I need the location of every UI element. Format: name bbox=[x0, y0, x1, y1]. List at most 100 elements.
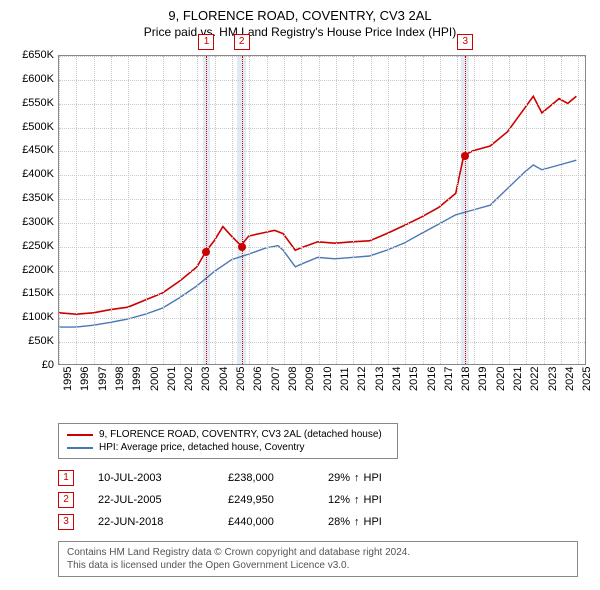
marker-number-box: 2 bbox=[234, 34, 250, 50]
legend-row: HPI: Average price, detached house, Cove… bbox=[67, 441, 389, 454]
y-tick-label: £50K bbox=[10, 335, 54, 347]
gridline-h bbox=[59, 104, 585, 105]
y-tick-label: £600K bbox=[10, 73, 54, 85]
sale-row: 2 22-JUL-2005£249,95012%↑HPI bbox=[58, 489, 590, 511]
y-tick-label: £150K bbox=[10, 287, 54, 299]
sale-price: £440,000 bbox=[228, 516, 328, 528]
sale-number-box: 1 bbox=[58, 470, 74, 486]
gridline-v bbox=[423, 56, 424, 364]
y-tick-label: £100K bbox=[10, 311, 54, 323]
gridline-h bbox=[59, 128, 585, 129]
gridline-h bbox=[59, 342, 585, 343]
gridline-v bbox=[474, 56, 475, 364]
marker-dot bbox=[461, 152, 469, 160]
marker-number-box: 3 bbox=[457, 34, 473, 50]
gridline-v bbox=[336, 56, 337, 364]
gridline-v bbox=[388, 56, 389, 364]
chart-subtitle: Price paid vs. HM Land Registry's House … bbox=[10, 25, 590, 39]
legend-swatch bbox=[67, 434, 93, 436]
legend-row: 9, FLORENCE ROAD, COVENTRY, CV3 2AL (det… bbox=[67, 428, 389, 441]
y-tick-label: £300K bbox=[10, 216, 54, 228]
sale-row: 3 22-JUN-2018£440,00028% ↑ HPI bbox=[58, 511, 590, 533]
gridline-h bbox=[59, 56, 585, 57]
y-tick-label: £500K bbox=[10, 121, 54, 133]
gridline-v bbox=[509, 56, 510, 364]
y-tick-label: £550K bbox=[10, 97, 54, 109]
sale-diff: 29%↑HPI bbox=[328, 472, 382, 484]
gridline-v bbox=[249, 56, 250, 364]
gridline-v bbox=[267, 56, 268, 364]
gridline-v bbox=[492, 56, 493, 364]
gridline-v bbox=[111, 56, 112, 364]
y-tick-label: £650K bbox=[10, 49, 54, 61]
sale-date: 22-JUL-2005 bbox=[98, 494, 228, 506]
attribution-line1: Contains HM Land Registry data © Crown c… bbox=[67, 546, 569, 559]
sale-diff-pct: 12% bbox=[328, 494, 350, 506]
sale-number-box: 3 bbox=[58, 514, 74, 530]
arrow-up-icon: ↑ bbox=[354, 516, 360, 528]
gridline-v bbox=[94, 56, 95, 364]
marker-line bbox=[465, 56, 466, 364]
plot-region: 123 bbox=[58, 55, 586, 365]
title-block: 9, FLORENCE ROAD, COVENTRY, CV3 2AL Pric… bbox=[10, 8, 590, 39]
sale-price: £249,950 bbox=[228, 494, 328, 506]
gridline-h bbox=[59, 151, 585, 152]
chart-container: 9, FLORENCE ROAD, COVENTRY, CV3 2AL Pric… bbox=[0, 0, 600, 585]
gridline-v bbox=[526, 56, 527, 364]
sale-diff: 28% ↑ HPI bbox=[328, 516, 382, 528]
legend: 9, FLORENCE ROAD, COVENTRY, CV3 2AL (det… bbox=[58, 423, 398, 459]
attribution-box: Contains HM Land Registry data © Crown c… bbox=[58, 541, 578, 577]
sale-date: 22-JUN-2018 bbox=[98, 516, 228, 528]
gridline-v bbox=[457, 56, 458, 364]
arrow-up-icon: ↑ bbox=[354, 472, 360, 484]
gridline-v bbox=[232, 56, 233, 364]
x-tick-label: 2025 bbox=[581, 367, 600, 391]
gridline-v bbox=[284, 56, 285, 364]
y-tick-label: £400K bbox=[10, 168, 54, 180]
gridline-v bbox=[128, 56, 129, 364]
sale-date: 10-JUL-2003 bbox=[98, 472, 228, 484]
gridline-v bbox=[215, 56, 216, 364]
legend-swatch bbox=[67, 447, 93, 449]
y-tick-label: £0 bbox=[10, 359, 54, 371]
gridline-v bbox=[197, 56, 198, 364]
gridline-v bbox=[353, 56, 354, 364]
gridline-v bbox=[59, 56, 60, 364]
sale-row: 110-JUL-2003£238,00029%↑HPI bbox=[58, 467, 590, 489]
gridline-h bbox=[59, 80, 585, 81]
gridline-h bbox=[59, 247, 585, 248]
gridline-v bbox=[146, 56, 147, 364]
gridline-v bbox=[301, 56, 302, 364]
gridline-v bbox=[319, 56, 320, 364]
marker-line bbox=[206, 56, 207, 364]
gridline-v bbox=[371, 56, 372, 364]
y-tick-label: £450K bbox=[10, 144, 54, 156]
gridline-h bbox=[59, 294, 585, 295]
sale-diff-ref: HPI bbox=[364, 494, 382, 506]
gridline-h bbox=[59, 199, 585, 200]
gridline-v bbox=[578, 56, 579, 364]
sale-diff-ref: HPI bbox=[364, 472, 382, 484]
gridline-h bbox=[59, 175, 585, 176]
series-property bbox=[59, 96, 576, 314]
sale-diff-ref: HPI bbox=[364, 516, 382, 528]
y-tick-label: £350K bbox=[10, 192, 54, 204]
gridline-v bbox=[544, 56, 545, 364]
attribution-line2: This data is licensed under the Open Gov… bbox=[67, 559, 569, 572]
legend-label: HPI: Average price, detached house, Cove… bbox=[99, 442, 305, 453]
sale-price: £238,000 bbox=[228, 472, 328, 484]
sale-diff: 12%↑HPI bbox=[328, 494, 382, 506]
gridline-v bbox=[405, 56, 406, 364]
chart-area: £0£50K£100K£150K£200K£250K£300K£350K£400… bbox=[10, 45, 590, 415]
gridline-v bbox=[163, 56, 164, 364]
gridline-h bbox=[59, 223, 585, 224]
gridline-v bbox=[561, 56, 562, 364]
marker-line bbox=[242, 56, 243, 364]
marker-number-box: 1 bbox=[198, 34, 214, 50]
sale-diff-pct: 28% bbox=[328, 516, 350, 528]
chart-title: 9, FLORENCE ROAD, COVENTRY, CV3 2AL bbox=[10, 8, 590, 23]
gridline-h bbox=[59, 271, 585, 272]
marker-dot bbox=[238, 243, 246, 251]
sale-number-box: 2 bbox=[58, 492, 74, 508]
y-tick-label: £200K bbox=[10, 264, 54, 276]
